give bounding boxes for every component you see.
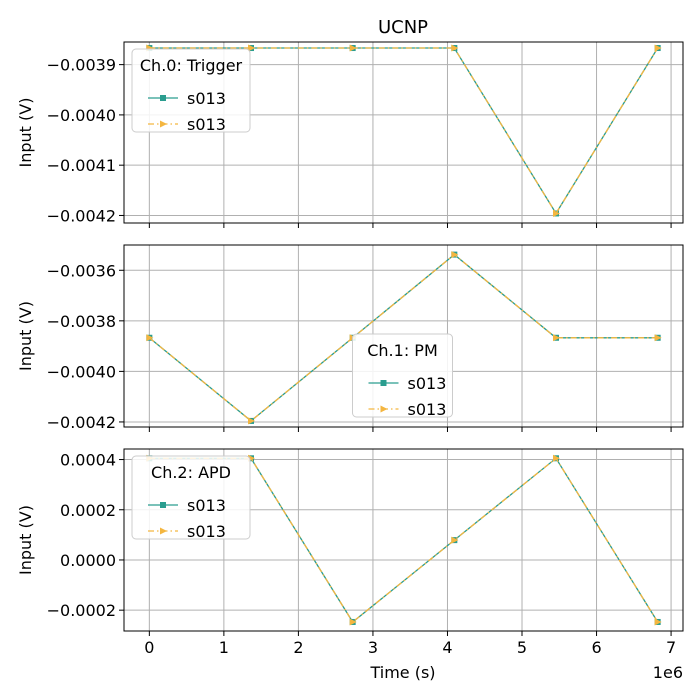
- y-axis-label: Input (V): [16, 98, 35, 168]
- legend: Ch.0: Trigger s013 s013: [131, 48, 251, 134]
- legend-marker: [160, 502, 166, 508]
- subplot-2: 0 1 2 3 4 5 6 7 0.0004 0.0002 0.0000 −0.0002 Input (…: [16, 448, 684, 657]
- legend-marker: [160, 120, 167, 128]
- x-axis-label: Time (s): [369, 663, 435, 682]
- subplot-0: −0.0039 −0.0040 −0.0041 −0.0042 Input (V) Ch.…: [16, 41, 684, 228]
- y-tick-label: 0.0002: [60, 501, 116, 520]
- x-tick-label: 5: [517, 638, 527, 657]
- data-point: [349, 618, 357, 626]
- data-point: [248, 44, 256, 52]
- legend-box: [352, 333, 453, 418]
- data-point: [552, 334, 560, 342]
- plot-frame: [123, 41, 684, 224]
- legend-marker: [160, 527, 167, 535]
- x-tick-label: 6: [591, 638, 601, 657]
- legend-marker: [380, 405, 388, 413]
- data-point: [552, 454, 560, 462]
- y-tick-label: −0.0002: [47, 601, 116, 620]
- series-line-1: [148, 253, 658, 422]
- x-tick-label: 3: [368, 638, 378, 657]
- series-line-1: [149, 47, 659, 215]
- legend-label: s013: [187, 522, 226, 541]
- y-tick-label: −0.0039: [47, 56, 116, 75]
- y-tick-label: −0.0041: [47, 156, 116, 175]
- data-point: [451, 251, 459, 259]
- legend-title: Ch.2: APD: [151, 463, 231, 482]
- legend-label: s013: [187, 115, 226, 134]
- data-point: [552, 209, 560, 217]
- data-point: [146, 334, 154, 342]
- legend-marker: [160, 95, 166, 101]
- legend-label: s013: [187, 496, 226, 515]
- x-tick-label: 0: [144, 638, 154, 657]
- data-point: [349, 44, 357, 52]
- y-tick-label: −0.0040: [47, 106, 116, 125]
- data-point: [248, 417, 256, 425]
- x-offset-label: 1e6: [653, 663, 683, 682]
- y-tick-label: −0.0042: [47, 206, 116, 225]
- y-tick-label: 0.0000: [60, 551, 116, 570]
- subplot-1: −0.0036 −0.0038 −0.0040 −0.0042 Input (V) Ch.…: [16, 244, 684, 432]
- plot-frame: [123, 448, 684, 632]
- legend: Ch.1: PM s013 s013: [352, 333, 453, 419]
- y-tick-label: −0.0036: [47, 261, 116, 280]
- y-tick-label: −0.0042: [47, 413, 116, 432]
- x-tick-label: 1: [219, 638, 229, 657]
- legend-label: s013: [408, 400, 447, 419]
- legend-title: Ch.1: PM: [367, 341, 438, 360]
- data-point: [654, 44, 662, 52]
- legend-title: Ch.0: Trigger: [140, 56, 243, 75]
- legend-box: [131, 48, 251, 133]
- x-tick-label: 2: [293, 638, 303, 657]
- figure-title: UCNP: [378, 17, 428, 38]
- legend-label: s013: [408, 374, 447, 393]
- legend: Ch.2: APD s013 s013: [131, 455, 251, 541]
- legend-label: s013: [187, 89, 226, 108]
- y-tick-label: −0.0038: [47, 312, 116, 331]
- legend-marker: [380, 380, 387, 386]
- plot-frame: [123, 244, 684, 428]
- data-point: [654, 334, 662, 342]
- y-axis-label: Input (V): [16, 505, 35, 575]
- y-tick-label: −0.0040: [47, 362, 116, 381]
- y-axis-label: Input (V): [16, 301, 35, 371]
- y-tick-label: 0.0004: [60, 451, 116, 470]
- data-point: [451, 44, 459, 52]
- data-point: [654, 618, 662, 626]
- x-tick-label: 7: [666, 638, 676, 657]
- data-point: [451, 536, 459, 544]
- x-tick-label: 4: [442, 638, 452, 657]
- legend-box: [131, 455, 251, 540]
